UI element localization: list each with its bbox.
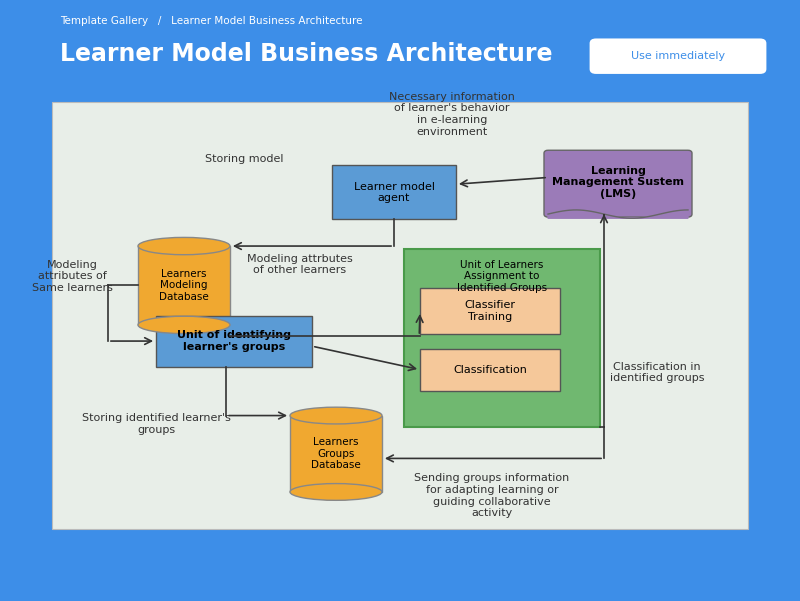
Text: Learning
Management Sustem
(LMS): Learning Management Sustem (LMS) <box>552 166 684 199</box>
Ellipse shape <box>290 407 382 424</box>
Bar <box>0 0 800 99</box>
Text: Template Gallery   /   Learner Model Business Architecture: Template Gallery / Learner Model Busines… <box>60 16 362 26</box>
Ellipse shape <box>138 316 230 334</box>
Bar <box>420 349 560 391</box>
Bar <box>290 415 382 492</box>
Text: Necessary information
of learner's behavior
in e-learning
environment: Necessary information of learner's behav… <box>389 92 515 136</box>
Bar <box>420 288 560 334</box>
Text: Sending groups information
for adapting learning or
guiding collaborative
activi: Sending groups information for adapting … <box>414 474 570 518</box>
Bar <box>156 316 312 367</box>
FancyBboxPatch shape <box>544 150 692 217</box>
Bar <box>138 246 230 325</box>
Bar <box>332 165 456 219</box>
Bar <box>404 249 600 427</box>
Text: Storing identified learner's
groups: Storing identified learner's groups <box>82 413 230 435</box>
Text: Unit of Learners
Assignment to
Identified Groups: Unit of Learners Assignment to Identifie… <box>457 260 547 293</box>
Text: Modeling
attributes of
Same learners: Modeling attributes of Same learners <box>31 260 113 293</box>
Text: Storing model: Storing model <box>205 154 283 164</box>
Polygon shape <box>548 210 688 218</box>
Text: Learner Model Business Architecture: Learner Model Business Architecture <box>60 42 553 66</box>
Text: Use immediately: Use immediately <box>631 51 726 61</box>
Text: Learners
Modeling
Database: Learners Modeling Database <box>159 269 209 302</box>
Text: Learner model
agent: Learner model agent <box>354 182 434 203</box>
Bar <box>52 102 748 529</box>
Text: Learners
Groups
Database: Learners Groups Database <box>311 437 361 471</box>
Ellipse shape <box>290 484 382 500</box>
Text: Classifier
Training: Classifier Training <box>465 300 515 322</box>
Text: Classification in
identified groups: Classification in identified groups <box>610 362 704 383</box>
Text: Unit of identifying
learner's groups: Unit of identifying learner's groups <box>177 331 291 352</box>
Ellipse shape <box>138 237 230 255</box>
Text: Classification: Classification <box>453 365 527 374</box>
FancyBboxPatch shape <box>590 38 766 74</box>
Text: Modeling attrbutes
of other learners: Modeling attrbutes of other learners <box>247 254 353 275</box>
